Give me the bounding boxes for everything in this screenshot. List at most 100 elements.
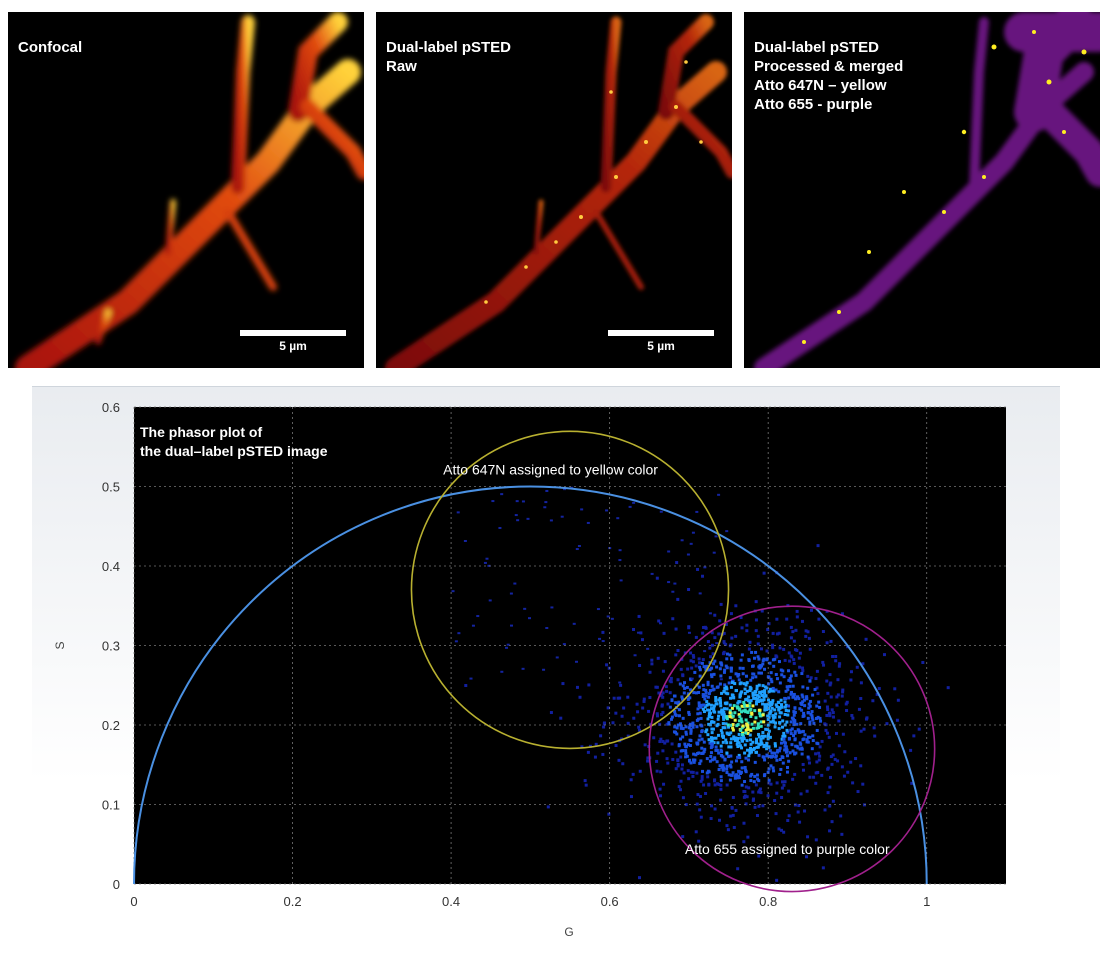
heat-bin	[787, 669, 791, 673]
heat-bin	[759, 665, 763, 669]
heat-bin	[775, 791, 779, 795]
heat-bin	[759, 671, 763, 675]
heat-bin	[861, 662, 865, 666]
heat-bin	[728, 763, 732, 767]
heat-bin	[808, 720, 812, 724]
heat-bin	[754, 689, 758, 693]
x-axis-label: G	[564, 925, 573, 939]
heat-bin	[769, 720, 773, 724]
heat-bin	[801, 714, 805, 718]
heat-bin	[806, 630, 810, 634]
heat-bin	[803, 733, 807, 737]
heat-bin	[806, 686, 810, 690]
heat-bin	[667, 722, 671, 726]
heat-bin	[689, 761, 693, 765]
heat-bin	[793, 706, 797, 710]
heat-bin	[795, 609, 799, 613]
heat-bin	[783, 696, 787, 700]
heat-bin	[783, 705, 787, 709]
heat-bin	[684, 744, 688, 748]
heat-bin	[679, 667, 683, 671]
heat-bin	[680, 763, 684, 767]
heat-bin	[788, 676, 792, 680]
heat-bin	[681, 727, 685, 731]
heat-bin	[735, 742, 739, 746]
heat-bin	[781, 780, 785, 784]
heat-bin	[578, 695, 582, 699]
heat-bin	[695, 725, 699, 729]
heat-bin	[754, 650, 758, 654]
heat-bin	[785, 617, 789, 621]
heat-bin	[801, 695, 805, 699]
heat-bin	[720, 765, 724, 769]
heat-bin	[767, 622, 771, 626]
heat-bin	[784, 703, 788, 707]
heat-bin	[806, 711, 810, 715]
heat-bin	[658, 740, 662, 744]
heat-bin	[709, 754, 713, 758]
heat-bin	[668, 679, 672, 683]
heat-bin	[661, 691, 665, 695]
heat-bin	[743, 780, 747, 784]
heat-bin	[777, 827, 781, 831]
heat-bin	[721, 755, 725, 759]
heat-bin	[787, 696, 791, 700]
heat-bin	[688, 744, 692, 748]
heat-bin	[770, 680, 774, 684]
heat-bin	[745, 739, 749, 743]
heat-bin	[713, 636, 717, 640]
heat-bin	[809, 676, 813, 680]
heat-bin	[657, 691, 661, 695]
heat-bin	[722, 642, 726, 645]
heat-bin	[723, 757, 727, 761]
heat-bin	[729, 731, 733, 735]
heat-bin	[712, 741, 716, 745]
heat-bin	[755, 740, 759, 744]
heat-bin	[727, 733, 731, 737]
heat-bin	[683, 681, 687, 685]
heat-bin	[696, 567, 700, 571]
heat-bin	[792, 723, 796, 727]
heat-bin	[729, 737, 733, 741]
heat-bin	[831, 799, 835, 803]
heat-bin	[701, 658, 705, 662]
heat-bin	[555, 656, 559, 659]
heat-bin	[840, 765, 844, 769]
heat-bin	[763, 691, 767, 695]
heat-bin	[837, 719, 841, 723]
heat-bin	[702, 710, 706, 714]
heat-bin	[755, 684, 759, 688]
heat-bin	[684, 755, 688, 759]
heat-bin	[738, 693, 742, 697]
heat-bin	[619, 683, 623, 687]
heat-bin	[491, 500, 495, 503]
heat-bin	[910, 781, 914, 785]
heat-bin	[734, 672, 738, 676]
heat-bin	[816, 692, 820, 696]
heat-bin	[737, 719, 741, 723]
heat-bin	[673, 712, 677, 716]
heat-bin	[754, 750, 758, 754]
heat-bin	[488, 599, 492, 602]
heat-bin	[873, 734, 877, 738]
heat-bin	[787, 759, 791, 763]
heat-bin	[698, 734, 702, 738]
heat-bin	[740, 710, 744, 714]
heat-bin	[710, 707, 714, 711]
heat-bin	[666, 761, 670, 765]
heat-bin	[742, 703, 746, 707]
heat-bin	[885, 722, 889, 726]
heat-bin	[723, 726, 727, 730]
heat-bin	[753, 656, 757, 660]
heat-bin	[686, 769, 690, 773]
heat-bin	[659, 737, 663, 741]
heat-bin	[736, 674, 740, 678]
heat-bin	[703, 566, 707, 569]
heat-bin	[792, 720, 796, 724]
heat-bin	[715, 782, 719, 786]
heat-bin	[794, 744, 798, 748]
heat-bin	[733, 711, 737, 715]
heat-bin	[718, 682, 722, 686]
heat-bin	[790, 727, 794, 731]
heat-bin	[779, 668, 783, 672]
